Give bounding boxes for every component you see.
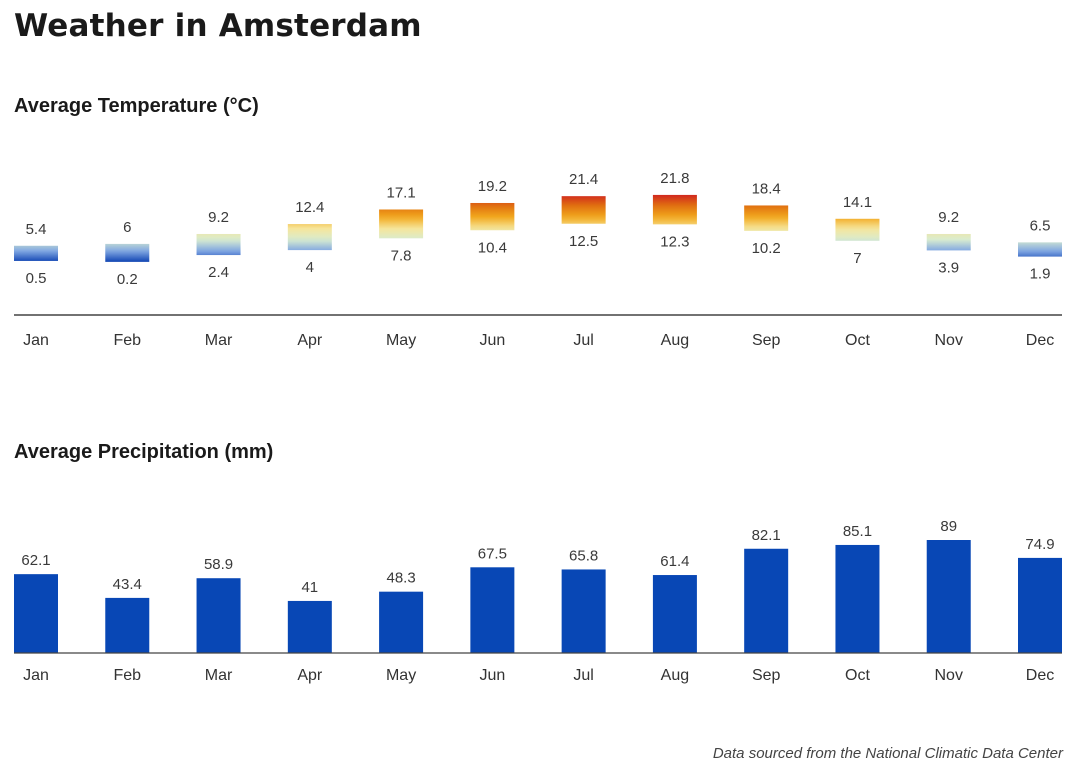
precip-value-label-jun: 67.5: [478, 545, 507, 562]
temp-range-bar-jul: [561, 196, 606, 224]
temp-high-label-apr: 12.4: [295, 199, 324, 216]
temp-x-tick-jun: Jun: [479, 332, 505, 349]
temp-range-bar-may: [379, 209, 424, 239]
temp-high-label-jan: 5.4: [26, 221, 47, 238]
temp-high-label-nov: 9.2: [938, 209, 959, 226]
precip-bar-oct: [835, 544, 880, 653]
precip-x-tick-nov: Nov: [935, 667, 963, 684]
temp-high-label-jul: 21.4: [569, 171, 598, 188]
precip-value-label-feb: 43.4: [113, 576, 142, 593]
precip-value-label-aug: 61.4: [660, 553, 689, 570]
precip-x-tick-may: May: [386, 667, 416, 684]
temp-range-bar-oct: [835, 218, 880, 241]
precip-value-label-oct: 85.1: [843, 523, 872, 540]
temp-range-bar-mar: [196, 233, 241, 256]
temp-x-tick-feb: Feb: [113, 332, 141, 349]
temp-range-bar-apr: [287, 224, 332, 251]
temp-range-bar-feb: [105, 243, 150, 262]
precip-bar-apr: [287, 600, 332, 653]
temp-low-label-jun: 10.4: [478, 239, 507, 256]
temp-low-label-jan: 0.5: [26, 270, 47, 287]
temp-range-bar-nov: [926, 233, 971, 251]
precip-bar-jan: [14, 574, 58, 653]
temp-high-label-jun: 19.2: [478, 178, 507, 195]
temp-range-bar-jan: [14, 245, 58, 261]
page-title: Weather in Amsterdam: [14, 8, 422, 44]
temp-low-label-mar: 2.4: [208, 264, 229, 281]
temp-high-label-sep: 18.4: [752, 180, 781, 197]
precip-x-tick-mar: Mar: [205, 667, 233, 684]
precip-x-tick-jun: Jun: [479, 667, 505, 684]
temp-high-label-mar: 9.2: [208, 209, 229, 226]
temp-range-bar-aug: [652, 194, 697, 225]
precip-bar-jul: [561, 569, 606, 653]
precip-bar-may: [379, 591, 424, 653]
precip-x-tick-sep: Sep: [752, 667, 781, 684]
temp-low-label-may: 7.8: [391, 247, 412, 264]
precip-value-label-sep: 82.1: [752, 527, 781, 544]
temp-low-label-aug: 12.3: [660, 233, 689, 250]
precip-value-label-mar: 58.9: [204, 556, 233, 573]
precip-bar-nov: [926, 540, 971, 653]
temp-high-label-aug: 21.8: [660, 170, 689, 187]
temp-x-tick-jan: Jan: [23, 332, 49, 349]
temp-x-tick-aug: Aug: [661, 332, 689, 349]
temp-low-label-dec: 1.9: [1030, 266, 1051, 283]
precip-x-tick-jan: Jan: [23, 667, 49, 684]
precip-bar-mar: [196, 578, 241, 653]
precip-x-tick-jul: Jul: [573, 667, 593, 684]
precip-value-label-dec: 74.9: [1025, 536, 1054, 553]
precip-x-tick-feb: Feb: [113, 667, 141, 684]
temp-x-tick-oct: Oct: [845, 332, 870, 349]
temp-x-tick-dec: Dec: [1026, 332, 1054, 349]
temp-range-bar-sep: [744, 205, 789, 231]
temp-x-tick-nov: Nov: [935, 332, 963, 349]
temp-low-label-sep: 10.2: [752, 240, 781, 257]
precip-x-tick-dec: Dec: [1026, 667, 1054, 684]
temp-high-label-feb: 6: [123, 219, 131, 236]
precip-x-tick-apr: Apr: [297, 667, 323, 684]
temp-x-tick-jul: Jul: [573, 332, 593, 349]
source-note: Data sourced from the National Climatic …: [712, 745, 1063, 762]
temp-low-label-oct: 7: [853, 250, 861, 267]
temp-x-tick-apr: Apr: [297, 332, 323, 349]
precip-value-label-jan: 62.1: [21, 552, 50, 569]
temp-range-bar-dec: [1018, 242, 1062, 257]
precipitation-chart: 62.1 Jan 43.4 Feb 58.9 Mar 41 Apr 48.3 May 67.5 Jun…: [14, 518, 1062, 684]
precip-bar-aug: [652, 575, 697, 653]
precip-value-label-apr: 41: [301, 579, 318, 596]
temp-low-label-feb: 0.2: [117, 271, 138, 288]
precip-value-label-jul: 65.8: [569, 547, 598, 564]
precip-bar-jun: [470, 567, 515, 653]
temp-high-label-oct: 14.1: [843, 194, 872, 211]
temp-x-tick-may: May: [386, 332, 416, 349]
precip-value-label-nov: 89: [940, 518, 957, 535]
precipitation-chart-title: Average Precipitation (mm): [14, 441, 274, 463]
temp-low-label-nov: 3.9: [938, 259, 959, 276]
temperature-chart: 5.4 0.5 Jan 6 0.2 Feb 9.2 2.4 Mar 12.4 4 Apr 17.1 7.8…: [14, 170, 1062, 349]
precip-value-label-may: 48.3: [386, 570, 415, 587]
temp-x-tick-mar: Mar: [205, 332, 233, 349]
temp-high-label-may: 17.1: [386, 184, 415, 201]
temp-high-label-dec: 6.5: [1030, 217, 1051, 234]
precip-bar-sep: [744, 548, 789, 653]
temp-x-tick-sep: Sep: [752, 332, 781, 349]
temp-low-label-apr: 4: [306, 259, 314, 276]
precip-bar-feb: [105, 597, 150, 653]
precip-x-tick-oct: Oct: [845, 667, 870, 684]
temperature-chart-title: Average Temperature (°C): [14, 95, 259, 117]
precip-x-tick-aug: Aug: [661, 667, 689, 684]
temp-low-label-jul: 12.5: [569, 233, 598, 250]
temp-range-bar-jun: [470, 202, 515, 231]
precip-bar-dec: [1018, 557, 1062, 653]
